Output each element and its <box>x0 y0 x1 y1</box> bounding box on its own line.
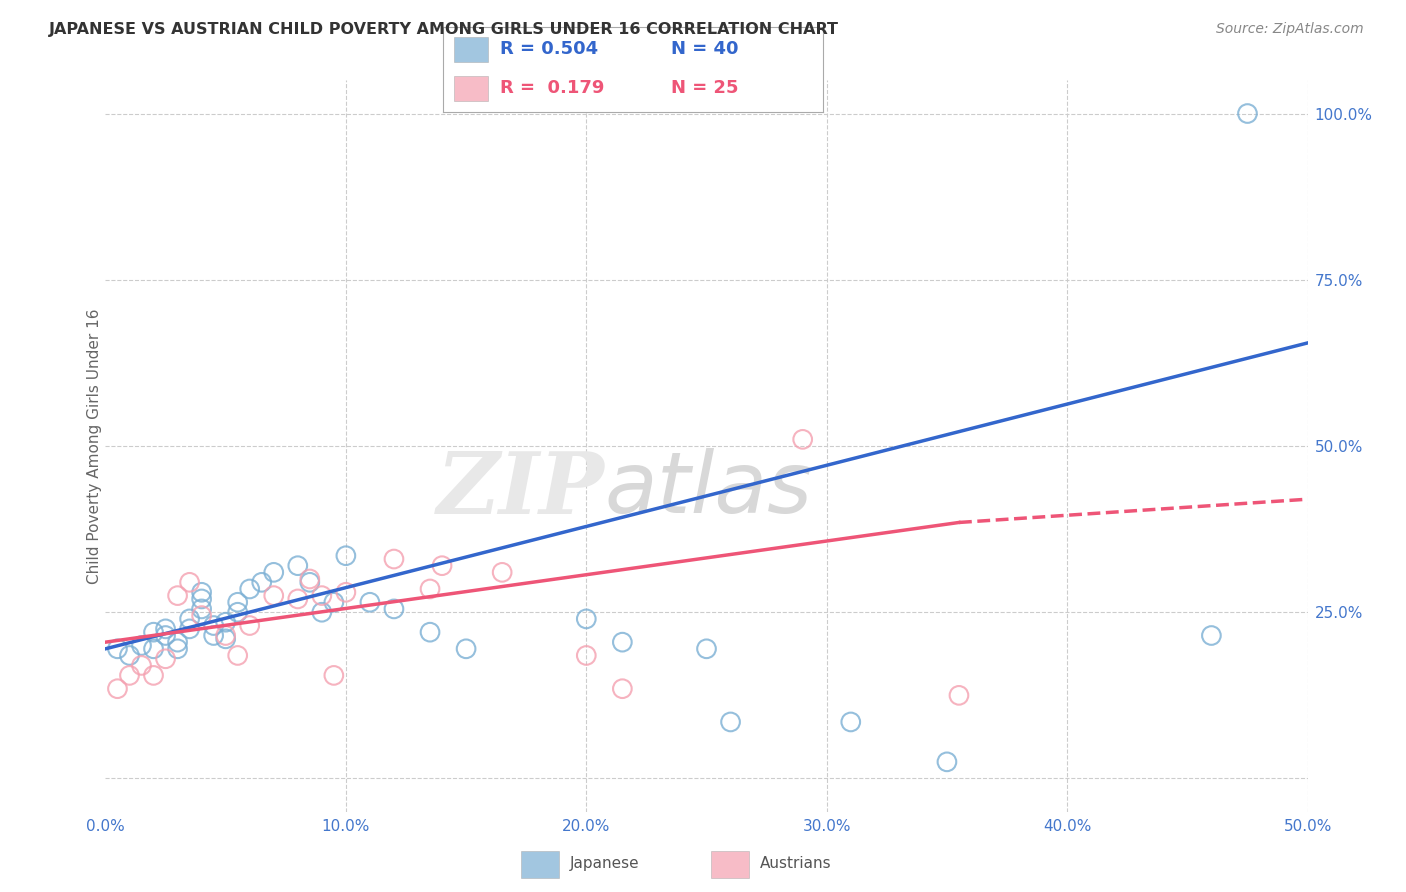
Point <box>131 639 153 653</box>
Point <box>287 558 309 573</box>
Point <box>696 641 718 656</box>
Point <box>430 558 453 573</box>
Point <box>155 622 177 636</box>
Point <box>454 641 477 656</box>
Point <box>214 632 236 646</box>
Text: Source: ZipAtlas.com: Source: ZipAtlas.com <box>1216 22 1364 37</box>
Point <box>322 668 344 682</box>
Point <box>298 575 321 590</box>
Point <box>263 566 285 580</box>
Point <box>948 689 970 703</box>
Point <box>792 433 814 447</box>
Point <box>107 641 129 656</box>
Bar <box>454 37 488 62</box>
Point <box>190 608 212 623</box>
Text: R =  0.179: R = 0.179 <box>501 78 605 96</box>
Point <box>250 575 273 590</box>
Point <box>166 635 188 649</box>
Bar <box>520 851 558 878</box>
Point <box>419 582 441 596</box>
Point <box>335 585 357 599</box>
Point <box>311 605 333 619</box>
Point <box>311 589 333 603</box>
Point <box>419 625 441 640</box>
Point <box>131 658 153 673</box>
Text: atlas: atlas <box>605 449 813 532</box>
Point <box>839 714 862 729</box>
Point <box>118 668 141 682</box>
Bar <box>710 851 748 878</box>
Point <box>179 612 201 626</box>
Point <box>612 681 634 696</box>
Point <box>239 582 262 596</box>
Text: R = 0.504: R = 0.504 <box>501 40 598 58</box>
Bar <box>454 76 488 102</box>
Point <box>575 612 598 626</box>
Point <box>214 615 236 630</box>
Point <box>142 641 165 656</box>
Text: JAPANESE VS AUSTRIAN CHILD POVERTY AMONG GIRLS UNDER 16 CORRELATION CHART: JAPANESE VS AUSTRIAN CHILD POVERTY AMONG… <box>49 22 839 37</box>
Point <box>226 595 249 609</box>
Point <box>179 575 201 590</box>
Point <box>190 602 212 616</box>
Point <box>491 566 513 580</box>
Point <box>155 628 177 642</box>
Point <box>335 549 357 563</box>
Point <box>226 605 249 619</box>
Point <box>382 602 405 616</box>
Text: ZIP: ZIP <box>436 448 605 532</box>
Point <box>936 755 959 769</box>
Point <box>298 572 321 586</box>
Point <box>179 622 201 636</box>
Text: Austrians: Austrians <box>759 855 831 871</box>
Point <box>142 668 165 682</box>
Text: N = 40: N = 40 <box>671 40 738 58</box>
Point <box>190 585 212 599</box>
Point <box>720 714 742 729</box>
Point <box>107 681 129 696</box>
Point <box>166 589 188 603</box>
Point <box>612 635 634 649</box>
Point <box>226 648 249 663</box>
Point <box>155 652 177 666</box>
Point <box>287 591 309 606</box>
Text: N = 25: N = 25 <box>671 78 738 96</box>
Point <box>142 625 165 640</box>
Point <box>190 591 212 606</box>
Point <box>322 595 344 609</box>
Point <box>263 589 285 603</box>
Point <box>202 618 225 632</box>
Text: Japanese: Japanese <box>571 855 640 871</box>
Point <box>166 641 188 656</box>
Point <box>382 552 405 566</box>
Point <box>1236 106 1258 120</box>
Point <box>575 648 598 663</box>
Point <box>359 595 381 609</box>
Y-axis label: Child Poverty Among Girls Under 16: Child Poverty Among Girls Under 16 <box>87 309 101 583</box>
Point <box>118 648 141 663</box>
Point <box>214 628 236 642</box>
Point <box>202 628 225 642</box>
Point <box>1201 628 1223 642</box>
Point <box>239 618 262 632</box>
